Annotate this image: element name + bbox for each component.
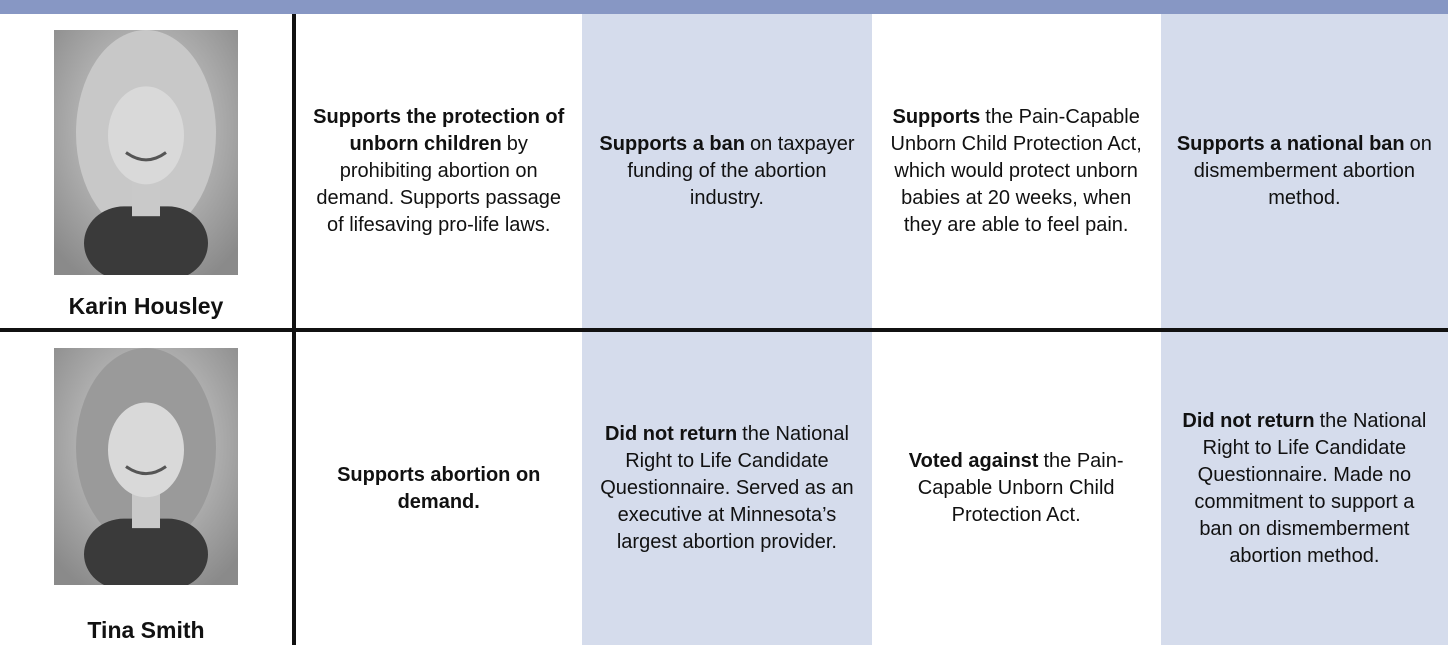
bold-text: Supports: [892, 106, 980, 128]
candidate-photo: [54, 348, 238, 585]
page: {"table": {"rows": [ {"name": "Karin Hou…: [0, 0, 1448, 645]
bold-text: Supports abortion on demand.: [337, 464, 540, 513]
position-cell: Supports abortion on demand.: [295, 332, 582, 645]
body-text: the National Right to Life Candidate Que…: [1194, 410, 1426, 567]
photo-cell: Karin Housley: [0, 14, 291, 328]
header-band: [0, 0, 1448, 14]
candidate-name: Tina Smith: [0, 617, 292, 644]
position-cell: Supports the protection of unborn childr…: [295, 14, 582, 328]
table-row: Karin Housley Supports the protection of …: [0, 14, 1448, 328]
photo-cell: Tina Smith: [0, 332, 291, 645]
candidate-name: Karin Housley: [0, 293, 292, 320]
comparison-table: Karin Housley Supports the protection of …: [0, 14, 1448, 645]
bold-text: Supports a ban: [599, 133, 745, 155]
bold-text: Did not return: [605, 423, 737, 445]
cell-text: Supports the protection of unborn childr…: [311, 104, 566, 239]
candidate-photo: [54, 30, 238, 275]
bold-text: Voted against: [909, 450, 1039, 472]
cell-text: Supports abortion on demand.: [311, 462, 566, 516]
table-row: Tina Smith Supports abortion on demand. Di…: [0, 332, 1448, 645]
bold-text: Supports a national ban: [1177, 133, 1405, 155]
bold-text: Did not return: [1182, 410, 1314, 432]
